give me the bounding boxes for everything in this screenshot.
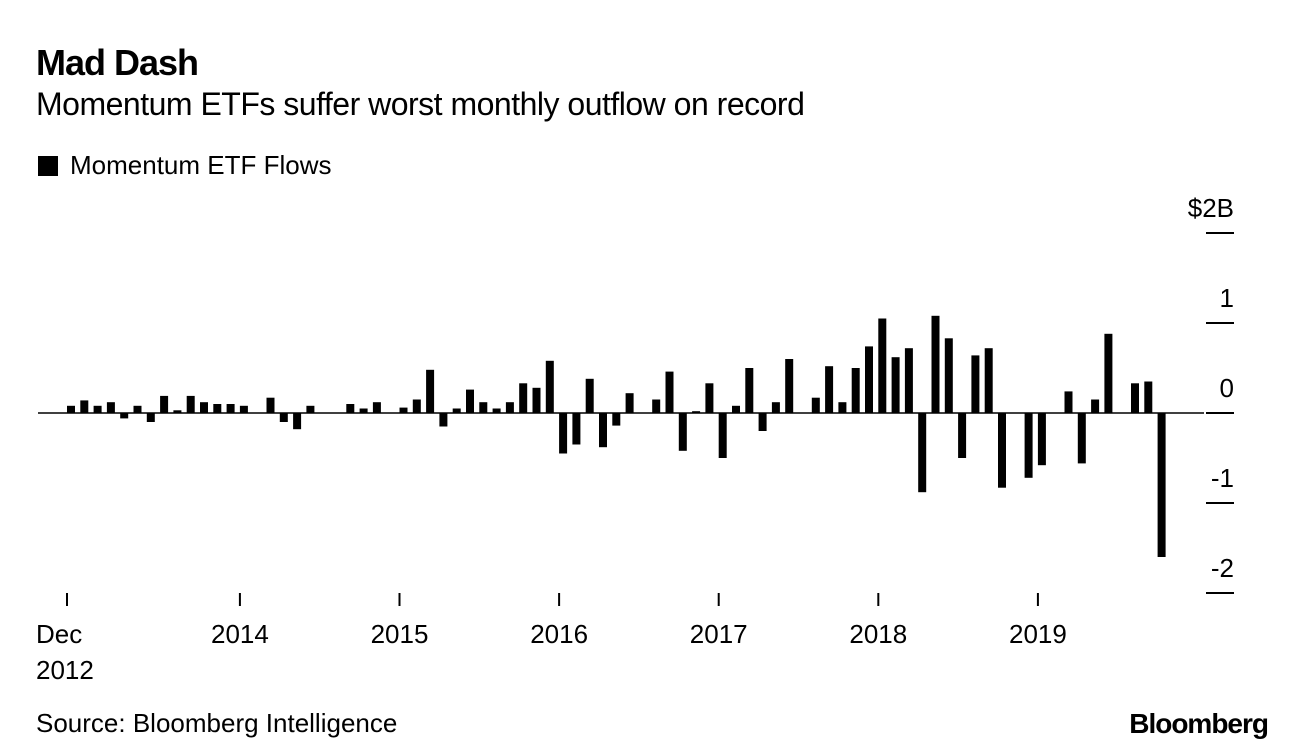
bar xyxy=(944,338,953,413)
x-tick-label: 2019 xyxy=(1009,619,1067,649)
bar xyxy=(838,402,847,413)
bar xyxy=(705,383,714,413)
bar xyxy=(1091,399,1100,413)
bar xyxy=(771,402,780,413)
bar xyxy=(811,397,820,413)
bar xyxy=(399,407,408,413)
bar xyxy=(545,360,554,413)
bar xyxy=(559,413,568,454)
bar xyxy=(1157,413,1166,557)
bar xyxy=(958,413,967,458)
bar xyxy=(652,399,661,413)
bar xyxy=(931,315,940,413)
y-tick-label: -1 xyxy=(1211,463,1234,493)
bar xyxy=(412,399,421,413)
bar xyxy=(505,402,514,413)
bar xyxy=(226,404,235,413)
bar xyxy=(239,405,248,413)
chart-subtitle: Momentum ETFs suffer worst monthly outfl… xyxy=(36,86,805,122)
bar xyxy=(758,413,767,431)
bar xyxy=(306,405,315,413)
bar xyxy=(359,408,368,413)
bar xyxy=(519,383,528,413)
bar xyxy=(984,348,993,413)
bar xyxy=(904,348,913,413)
bar xyxy=(878,318,887,413)
bar xyxy=(426,369,435,413)
y-tick-label: 0 xyxy=(1220,373,1234,403)
bar xyxy=(1104,333,1113,413)
bar xyxy=(146,413,155,422)
bloomberg-logo: Bloomberg xyxy=(1129,708,1269,739)
bar xyxy=(971,355,980,413)
bar xyxy=(120,413,129,419)
x-tick-sublabel: 2012 xyxy=(36,655,94,685)
source-note: Source: Bloomberg Intelligence xyxy=(36,708,398,738)
y-tick-label: -2 xyxy=(1211,553,1234,583)
bar xyxy=(612,413,621,426)
x-tick-label: 2015 xyxy=(371,619,429,649)
bar xyxy=(532,387,541,413)
bar xyxy=(718,413,727,458)
legend-label: Momentum ETF Flows xyxy=(70,150,332,180)
legend: Momentum ETF Flows xyxy=(38,150,332,181)
bar xyxy=(466,389,474,413)
bar xyxy=(572,413,581,445)
x-tick-label: 2014 xyxy=(211,619,269,649)
bar xyxy=(133,405,142,413)
bar xyxy=(745,368,754,413)
bar xyxy=(293,413,302,430)
x-tick-label: 2016 xyxy=(530,619,588,649)
bar xyxy=(1077,413,1086,464)
bar xyxy=(213,404,222,413)
bar xyxy=(678,413,687,451)
x-tick-label: 2017 xyxy=(690,619,748,649)
bar xyxy=(599,413,607,448)
bar xyxy=(173,410,182,413)
bar xyxy=(266,397,275,413)
bar xyxy=(865,346,873,413)
bar xyxy=(825,366,834,413)
bar xyxy=(1131,383,1139,413)
bar xyxy=(1024,413,1033,478)
bar xyxy=(67,405,75,413)
bar xyxy=(346,404,355,413)
bar xyxy=(439,413,448,427)
chart-title: Mad Dash xyxy=(36,42,199,83)
bar xyxy=(279,413,288,422)
bar xyxy=(160,395,169,413)
y-tick-label: 1 xyxy=(1220,283,1234,313)
bar xyxy=(200,402,208,413)
bar xyxy=(492,408,501,413)
bar xyxy=(732,405,740,413)
bar xyxy=(891,357,900,413)
bar xyxy=(785,359,794,413)
bar xyxy=(452,408,461,413)
bar xyxy=(106,402,115,413)
bar xyxy=(1144,381,1153,413)
bar xyxy=(479,402,488,413)
bar xyxy=(998,413,1006,488)
bar xyxy=(625,393,634,413)
bar xyxy=(918,413,927,493)
bar xyxy=(80,400,89,413)
bar xyxy=(1037,413,1046,466)
x-tick-label: 2018 xyxy=(849,619,907,649)
bar xyxy=(372,402,381,413)
bar xyxy=(585,378,594,413)
x-tick-label: Dec xyxy=(36,619,82,649)
bar xyxy=(851,368,860,413)
bar xyxy=(93,405,102,413)
bar xyxy=(1064,391,1073,413)
y-tick-label: $2B xyxy=(1188,193,1234,223)
bar xyxy=(186,395,195,413)
bar xyxy=(692,411,701,413)
bar xyxy=(665,371,674,413)
legend-swatch xyxy=(38,155,58,176)
